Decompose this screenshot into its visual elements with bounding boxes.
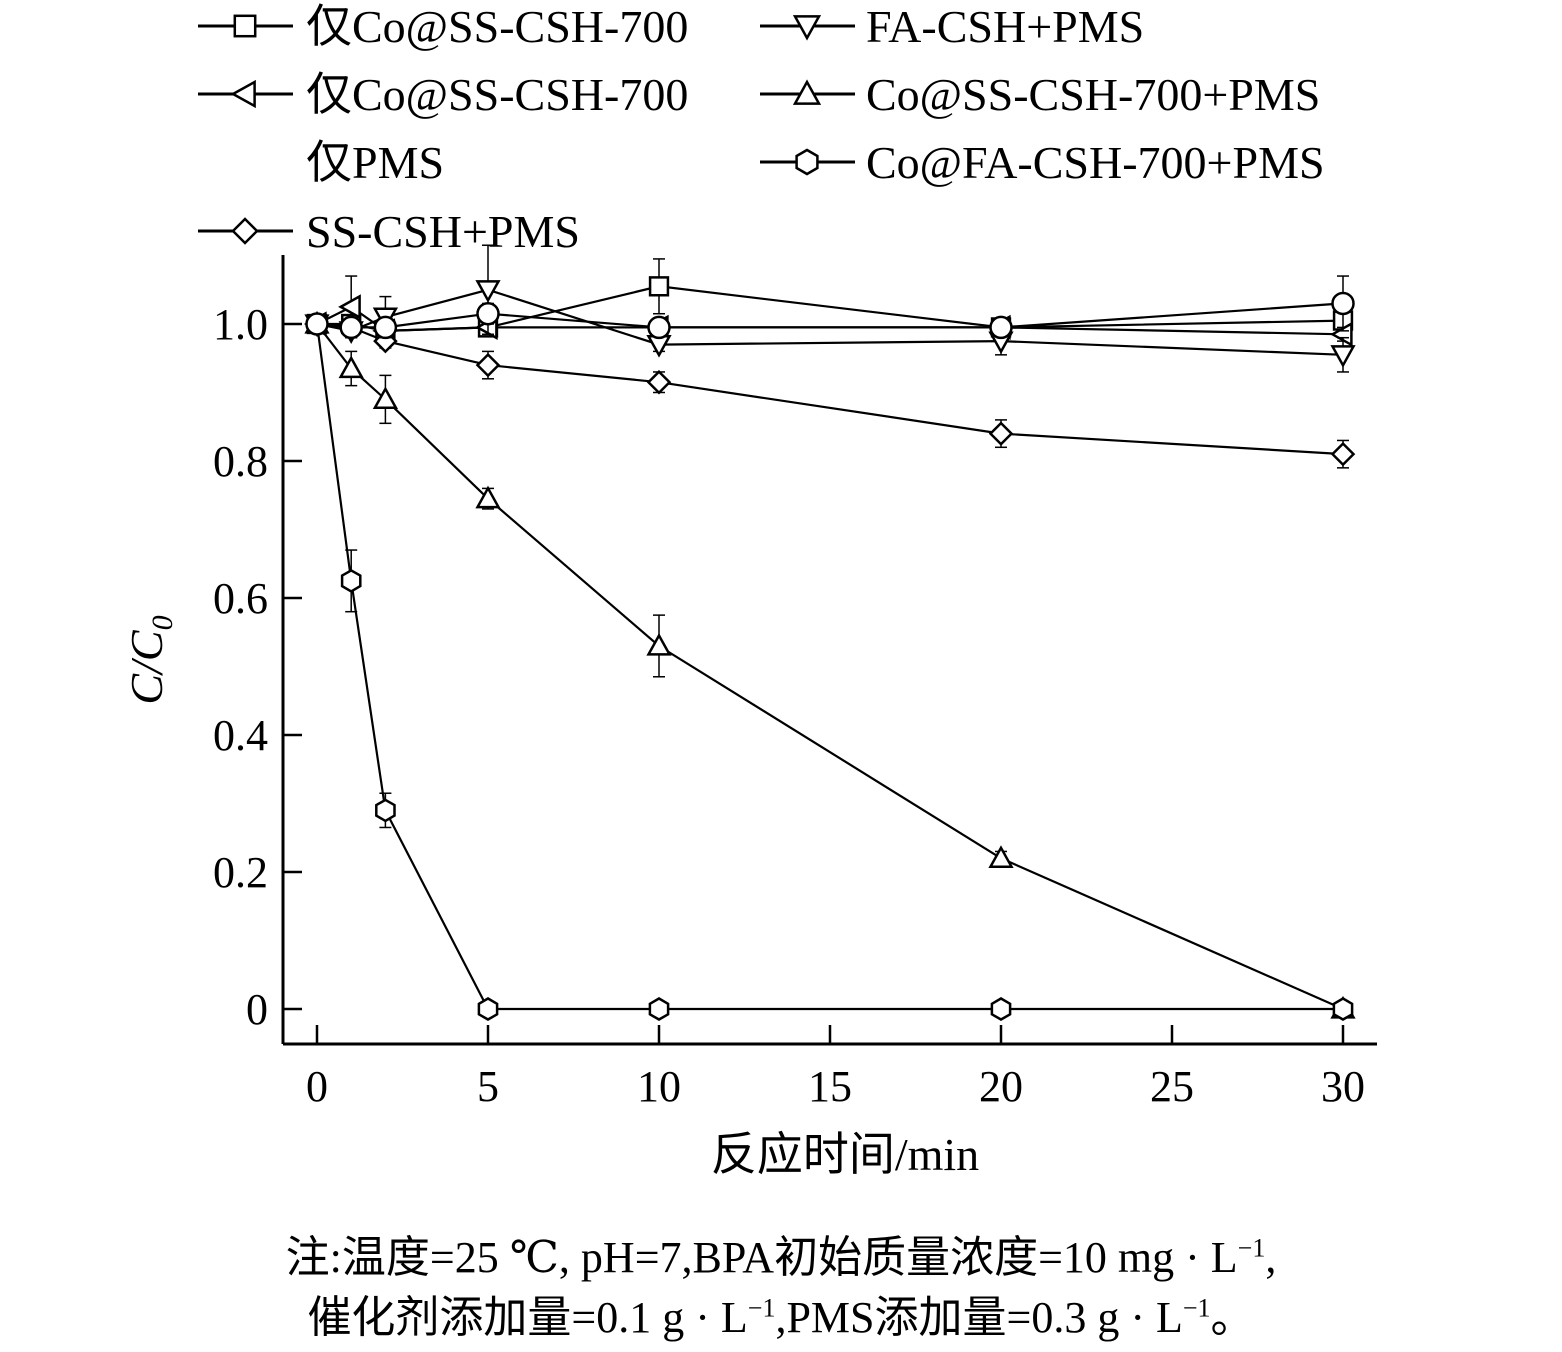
legend-marker xyxy=(792,79,822,105)
legend-label: 仅Co@SS-CSH-700 xyxy=(306,1,688,52)
legend-marker xyxy=(795,148,819,176)
data-point xyxy=(1329,321,1353,347)
legend-item: Co@FA-CSH-700+PMS xyxy=(760,137,1325,188)
data-point xyxy=(477,997,499,1021)
y-axis-label: C/C0 xyxy=(121,615,179,704)
data-point xyxy=(646,632,672,656)
chart: 仅Co@SS-CSH-700 仅Co@SS-CSH-700 仅PMS SS-CSH+P… xyxy=(121,1,1377,1180)
x-tick-label: 20 xyxy=(979,1062,1023,1111)
x-tick-label: 10 xyxy=(637,1062,681,1111)
legend-label: 仅PMS xyxy=(306,137,444,188)
y-axis-label-subscript: 0 xyxy=(146,615,179,630)
note-line-1-text: 注:温度=25 ℃, pH=7,BPA初始质量浓度=10 mg · L xyxy=(285,1233,1238,1282)
data-point xyxy=(648,276,670,297)
data-point xyxy=(990,997,1012,1021)
data-point xyxy=(647,315,671,340)
data-point xyxy=(475,280,501,303)
y-tick-label: 0.8 xyxy=(213,437,268,486)
data-point xyxy=(646,369,672,395)
legend-marker xyxy=(233,14,257,38)
legend-item: SS-CSH+PMS xyxy=(198,206,580,257)
series-1 xyxy=(303,275,1353,347)
y-tick-label: 0.2 xyxy=(213,848,268,897)
data-point xyxy=(476,301,500,326)
data-point xyxy=(648,997,670,1021)
note-line-1-sup: −1 xyxy=(1237,1233,1266,1263)
y-tick-label: 0 xyxy=(246,985,268,1034)
note-line-2-sup-b: −1 xyxy=(1182,1293,1211,1323)
data-point xyxy=(989,315,1013,340)
legend-marker xyxy=(231,217,259,245)
x-tick-label: 5 xyxy=(477,1062,499,1111)
data-point xyxy=(1330,345,1356,368)
data-point xyxy=(305,312,329,336)
legend-item: 仅PMS xyxy=(306,137,444,188)
x-tick-label: 0 xyxy=(306,1062,328,1111)
series-line xyxy=(316,305,1344,336)
axes: 0 5 10 15 20 25 30 0 0.2 0.4 0.6 0.8 1.0 反应时间/min C… xyxy=(121,255,1377,1180)
note-line-1: 注:温度=25 ℃, pH=7,BPA初始质量浓度=10 mg · L−1, xyxy=(0,1231,1562,1285)
data-point xyxy=(475,352,501,378)
data-point xyxy=(338,355,364,379)
legend-label: 仅Co@SS-CSH-700 xyxy=(306,69,688,120)
x-ticks: 0 5 10 15 20 25 30 xyxy=(306,1025,1365,1111)
y-tick-label: 0.6 xyxy=(213,574,268,623)
series-3 xyxy=(304,244,1356,373)
y-tick-label: 1.0 xyxy=(213,300,268,349)
plot-area xyxy=(303,244,1356,1021)
series-5 xyxy=(306,312,1354,1021)
y-tick-label: 0.4 xyxy=(213,711,268,760)
y-ticks: 0 0.2 0.4 0.6 0.8 1.0 xyxy=(213,300,302,1034)
data-point xyxy=(339,315,363,340)
legend-item: Co@SS-CSH-700+PMS xyxy=(760,69,1320,120)
legend-label: Co@FA-CSH-700+PMS xyxy=(866,137,1325,188)
legend: 仅Co@SS-CSH-700 仅Co@SS-CSH-700 仅PMS SS-CSH+P… xyxy=(198,1,1325,257)
legend-marker xyxy=(792,15,822,41)
note-line-2-sup-a: −1 xyxy=(747,1293,776,1323)
data-point xyxy=(340,568,362,593)
note-line-2-text-a: 催化剂添加量=0.1 g · L xyxy=(307,1293,748,1342)
series-line xyxy=(316,323,1344,1011)
legend-item: FA-CSH+PMS xyxy=(760,1,1144,52)
y-axis-label-main: C/C xyxy=(121,629,172,704)
note-line-1-suffix: , xyxy=(1265,1233,1277,1282)
data-point xyxy=(373,315,398,340)
legend-label: FA-CSH+PMS xyxy=(866,1,1144,52)
legend-label: SS-CSH+PMS xyxy=(306,206,580,257)
x-tick-label: 15 xyxy=(808,1062,852,1111)
series-2 xyxy=(304,311,1356,469)
data-point xyxy=(1330,441,1356,467)
data-point xyxy=(338,294,361,320)
note-line-2: 催化剂添加量=0.1 g · L−1,PMS添加量=0.3 g · L−1。 xyxy=(0,1291,1562,1345)
legend-label: Co@SS-CSH-700+PMS xyxy=(866,69,1320,120)
legend-item: 仅Co@SS-CSH-700 xyxy=(198,1,688,52)
data-point xyxy=(1332,997,1354,1021)
legend-item: 仅Co@SS-CSH-700 xyxy=(198,69,688,120)
data-point xyxy=(475,485,501,509)
legend-marker xyxy=(230,79,256,109)
data-point xyxy=(988,421,1014,446)
x-tick-label: 30 xyxy=(1321,1062,1365,1111)
data-point xyxy=(988,845,1014,868)
data-point xyxy=(375,798,396,823)
x-axis-label: 反应时间/min xyxy=(711,1129,979,1180)
series-line xyxy=(315,323,1343,1011)
series-line xyxy=(316,288,1344,356)
data-point xyxy=(372,386,399,410)
series-line xyxy=(317,285,1344,333)
data-point xyxy=(1331,291,1355,316)
note-line-2-suffix: 。 xyxy=(1210,1293,1255,1342)
x-tick-label: 25 xyxy=(1150,1062,1194,1111)
note-line-2-text-b: ,PMS添加量=0.3 g · L xyxy=(775,1293,1183,1342)
series-6 xyxy=(305,275,1355,340)
series-4 xyxy=(304,310,1356,1019)
